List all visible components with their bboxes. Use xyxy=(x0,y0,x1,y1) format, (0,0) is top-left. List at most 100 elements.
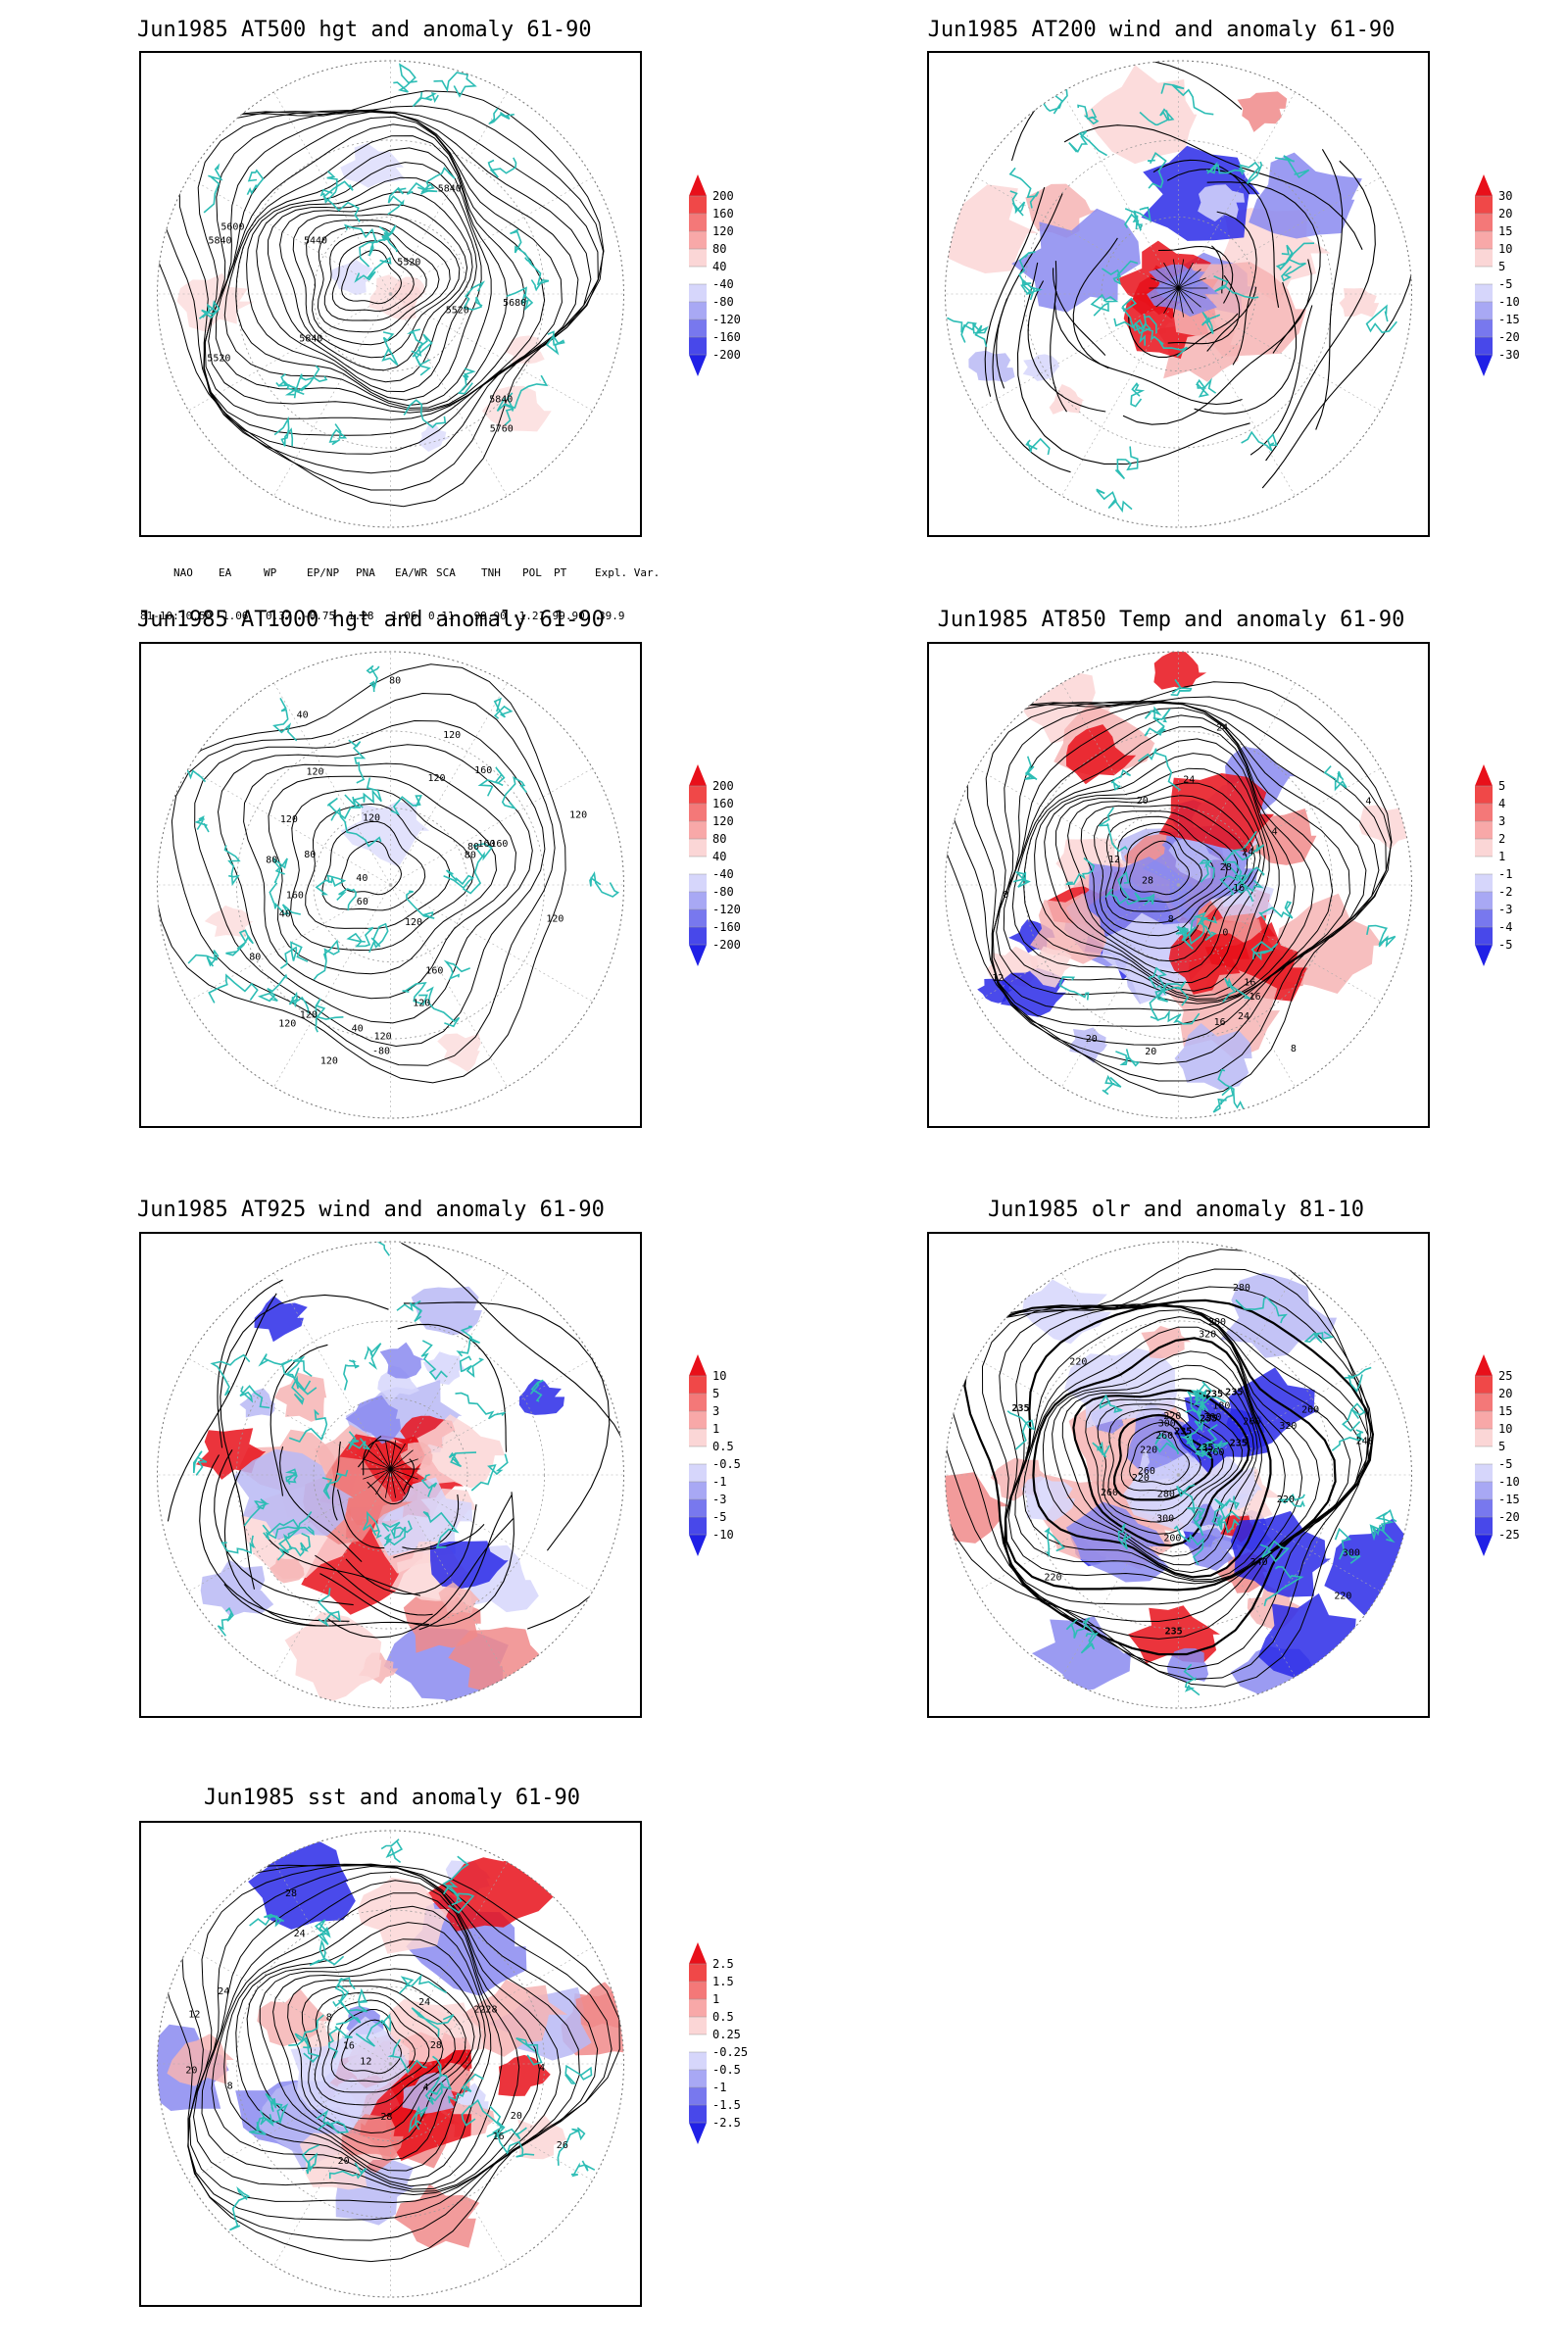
contour-line xyxy=(259,1954,481,2161)
coastline xyxy=(1068,130,1108,157)
coastline xyxy=(275,380,305,399)
coastline xyxy=(1201,312,1221,334)
coastline xyxy=(337,1987,368,2013)
coastline xyxy=(1334,1527,1361,1564)
contour-line xyxy=(306,220,451,346)
streamline xyxy=(1053,268,1106,356)
colorbar-label: 200 xyxy=(712,189,734,203)
colorbar-label: 5 xyxy=(1498,1440,1505,1453)
contour-line xyxy=(223,1905,503,2187)
coastline xyxy=(1196,377,1217,398)
contour-label: 8 xyxy=(1003,890,1008,901)
coastline xyxy=(359,231,398,268)
colorbar-label: 1 xyxy=(712,1992,719,2006)
contour-line xyxy=(197,110,592,455)
coastline xyxy=(1124,206,1152,229)
streamline-pole xyxy=(1178,287,1194,315)
colorbar-label: -0.25 xyxy=(712,2045,748,2059)
coastline xyxy=(1124,208,1143,232)
coastline xyxy=(1148,966,1167,997)
contour-line xyxy=(1129,1430,1191,1486)
coastline xyxy=(309,1938,345,1966)
coastline xyxy=(203,163,223,214)
latitude-circle xyxy=(236,1320,545,1630)
coastline xyxy=(257,973,288,1003)
coastline xyxy=(416,182,438,195)
streamline-pole xyxy=(368,1468,391,1489)
contour-label: 240 xyxy=(1356,1436,1374,1446)
index-value: 1.06 xyxy=(391,610,417,622)
coastline xyxy=(486,2131,535,2158)
coastline xyxy=(456,1325,480,1357)
map-temp850: 16 12 16 8 0 24 4 4 8 24 20 8 12 28 20 16 28 24 20 24 16 xyxy=(927,642,1430,1128)
coastline xyxy=(1077,104,1100,125)
coastline xyxy=(301,2144,319,2175)
coastline xyxy=(344,223,377,257)
streamline xyxy=(220,1294,389,1590)
contour-line xyxy=(341,840,403,896)
coastline xyxy=(428,2055,453,2095)
contour-line xyxy=(1004,1302,1351,1605)
colorbar-label: 2.5 xyxy=(712,1957,734,1971)
contour-label: 280 xyxy=(1233,1283,1250,1294)
coastline xyxy=(327,2026,353,2059)
coastline xyxy=(328,423,348,446)
streamline-pole xyxy=(1151,287,1179,299)
coastline xyxy=(330,807,382,848)
colorbar-swatch xyxy=(689,1394,707,1411)
colorbar-label: 5 xyxy=(1498,260,1505,273)
colorbar-label: 30 xyxy=(1498,189,1512,203)
streamline xyxy=(418,1494,513,1631)
coastline xyxy=(347,1431,371,1450)
colorbar-label: 80 xyxy=(712,242,726,256)
coastline xyxy=(366,664,380,693)
coastline xyxy=(315,998,344,1033)
coastline xyxy=(433,72,477,98)
index-header: NAO xyxy=(173,566,193,579)
streamline xyxy=(1050,261,1067,413)
colorbar-swatch xyxy=(689,1499,707,1517)
latitude-circle xyxy=(1101,217,1256,371)
coastline xyxy=(225,929,254,956)
coastline xyxy=(326,794,362,820)
contour-line xyxy=(949,1286,1374,1670)
colorbar-label: -200 xyxy=(712,938,741,952)
coastline xyxy=(557,2127,586,2166)
coastline xyxy=(362,1510,382,1540)
colorbar-label: -2.5 xyxy=(712,2116,741,2130)
contour-label: 120 xyxy=(300,1010,318,1021)
coastline xyxy=(1375,1508,1397,1533)
panel-title-hgt500: Jun1985 AT500 hgt and anomaly 61-90 xyxy=(137,18,592,42)
index-value: -1.21 xyxy=(513,610,546,622)
map-olr: 260 240 235 220 235 200 240 220 260 200 235 180 235 2… xyxy=(927,1232,1430,1718)
streamline xyxy=(363,1440,402,1476)
colorbar-top-arrow xyxy=(689,1942,707,1964)
colorbar-swatch xyxy=(689,267,707,284)
contour-label: 4 xyxy=(539,2063,545,2074)
contour-line xyxy=(1120,1422,1201,1493)
coastline xyxy=(229,2186,251,2231)
streamline-pole xyxy=(390,1468,397,1498)
colorbar-swatch xyxy=(689,214,707,231)
coastline xyxy=(194,815,210,833)
coastline xyxy=(403,399,447,429)
contour-label: 235 xyxy=(1205,1390,1223,1400)
coastline xyxy=(355,2014,392,2047)
streamline-pole xyxy=(375,1468,391,1495)
streamline-pole xyxy=(1178,277,1206,289)
contour-line xyxy=(1004,1304,1337,1592)
streamline xyxy=(402,1494,460,1550)
coastline xyxy=(420,1340,448,1381)
anomaly-shading xyxy=(518,1378,565,1415)
anomaly-shading xyxy=(1237,91,1288,132)
coastline xyxy=(1149,980,1187,1021)
coastline xyxy=(291,1375,312,1405)
contour-line xyxy=(1129,840,1191,896)
contour-label: 5840 xyxy=(209,235,232,246)
anomaly-shading xyxy=(438,1582,480,1614)
colorbar-label: 120 xyxy=(712,814,734,828)
anomaly-shading xyxy=(1166,1647,1209,1683)
anomaly-shading xyxy=(1064,1348,1178,1429)
colorbar-swatch xyxy=(689,2070,707,2087)
coastline xyxy=(406,890,435,919)
